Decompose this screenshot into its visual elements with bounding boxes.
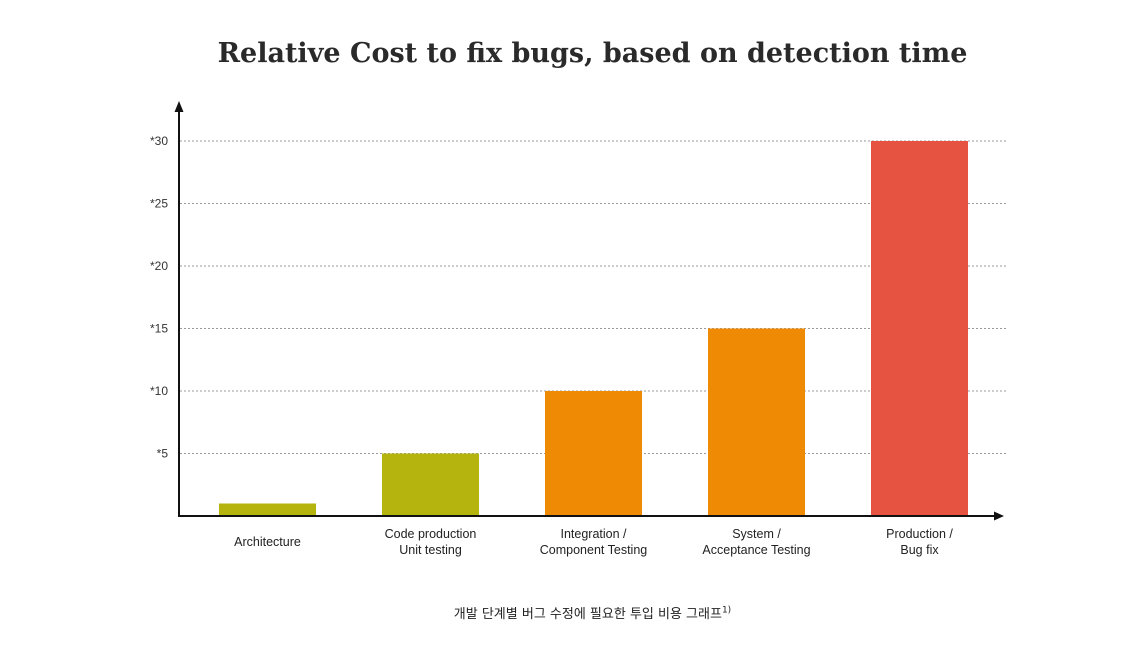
x-tick-label: Architecture (234, 535, 301, 549)
x-tick-label: Unit testing (399, 543, 462, 557)
bars (219, 141, 968, 516)
x-tick-label: Integration / (560, 527, 627, 541)
x-tick-label: Component Testing (540, 543, 648, 557)
x-axis-arrow-icon (994, 511, 1004, 521)
caption-text: 개발 단계별 버그 수정에 필요한 투입 비용 그래프 (453, 607, 722, 622)
y-tick-label: *20 (150, 259, 168, 273)
y-tick-label: *25 (150, 197, 168, 211)
y-tick-label: *5 (157, 447, 169, 461)
x-tick-label: Acceptance Testing (702, 543, 810, 557)
x-tick-label: Bug fix (900, 543, 939, 557)
x-tick-label: Code production (385, 527, 477, 541)
y-tick-labels: *5 *10 *15 *20 *25 *30 (150, 134, 168, 461)
bar (219, 503, 316, 516)
bar (871, 141, 968, 516)
y-tick-label: *10 (150, 384, 168, 398)
y-axis-arrow-icon (174, 101, 184, 112)
y-tick-label: *30 (150, 134, 168, 148)
bar (382, 453, 479, 516)
x-tick-label: Production / (886, 527, 953, 541)
chart-title: Relative Cost to fix bugs, based on dete… (217, 38, 968, 69)
x-category-labels: Architecture Code production Unit testing I… (234, 527, 953, 557)
x-tick-label: System / (732, 527, 781, 541)
caption-footnote: 1) (721, 605, 732, 616)
y-tick-label: *15 (150, 322, 168, 336)
axes (174, 101, 1004, 521)
bar (708, 328, 805, 516)
bar (545, 391, 642, 516)
figure-caption: 개발 단계별 버그 수정에 필요한 투입 비용 그래프1) (0, 603, 1130, 622)
